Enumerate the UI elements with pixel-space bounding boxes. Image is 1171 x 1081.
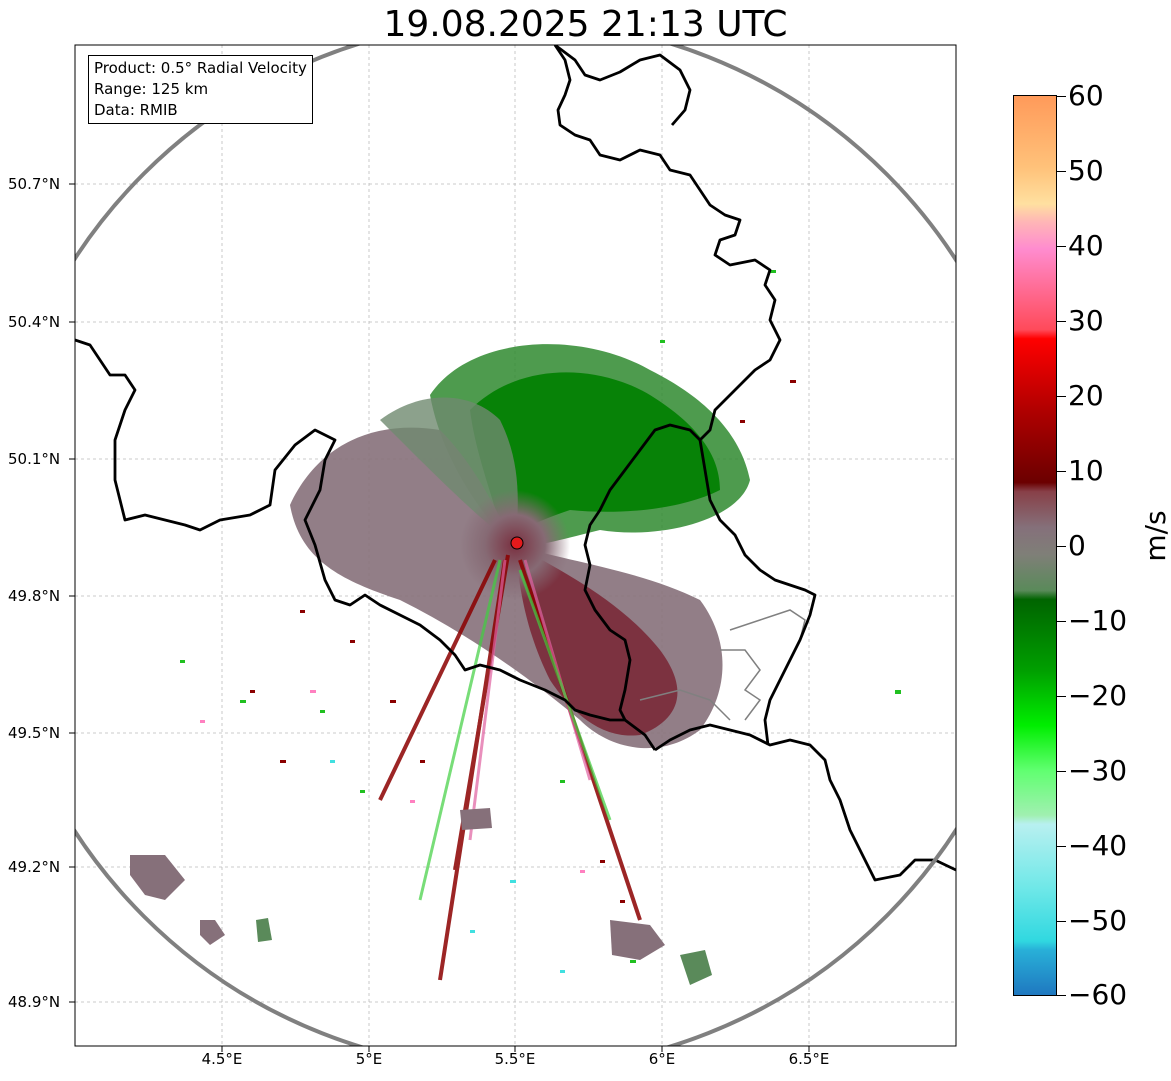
colorbar-tick — [1056, 171, 1066, 172]
colorbar-label: −50 — [1068, 904, 1128, 937]
colorbar-unit-label: m/s — [1139, 510, 1171, 562]
colorbar-label: −40 — [1068, 829, 1128, 862]
colorbar-label: 20 — [1068, 379, 1104, 412]
lat-tick-label: 50.1°N — [8, 450, 61, 468]
colorbar-tick — [1056, 621, 1066, 622]
colorbar-label: 0 — [1068, 529, 1086, 562]
colorbar-tick — [1056, 96, 1066, 97]
colorbar-label: 50 — [1068, 154, 1104, 187]
colorbar-tick — [1056, 771, 1066, 772]
colorbar-label: 60 — [1068, 79, 1104, 112]
minor-borders — [639, 609, 806, 721]
lon-tick-label: 4.5°E — [201, 1050, 243, 1068]
colorbar-label: −30 — [1068, 754, 1128, 787]
radar-site-marker[interactable] — [510, 536, 524, 550]
lon-tick-label: 5.5°E — [494, 1050, 536, 1068]
data-source-label: Data: RMIB — [94, 101, 178, 119]
radar-echo-field — [130, 270, 901, 985]
lon-tick-label: 6°E — [648, 1050, 676, 1068]
lon-tick-label: 6.5°E — [788, 1050, 830, 1068]
colorbar-label: −10 — [1068, 604, 1128, 637]
colorbar-tick — [1056, 546, 1066, 547]
map-title: 19.08.2025 21:13 UTC — [383, 4, 788, 45]
national-borders — [75, 45, 956, 882]
colorbar-label: 30 — [1068, 304, 1104, 337]
product-label: Product: 0.5° Radial Velocity — [94, 59, 307, 77]
colorbar-tick — [1056, 995, 1066, 996]
colorbar-label: −20 — [1068, 679, 1128, 712]
colorbar-tick — [1056, 396, 1066, 397]
lat-tick-label: 49.5°N — [8, 724, 61, 742]
lat-tick-label: 50.7°N — [8, 175, 61, 193]
range-label: Range: 125 km — [94, 80, 209, 98]
lat-tick-label: 49.2°N — [8, 858, 61, 876]
lon-tick-label: 5°E — [355, 1050, 383, 1068]
colorbar-tick — [1056, 471, 1066, 472]
lat-tick-label: 48.9°N — [8, 993, 61, 1011]
lat-tick-label: 50.4°N — [8, 313, 61, 331]
colorbar-tick — [1056, 696, 1066, 697]
colorbar-tick — [1056, 846, 1066, 847]
colorbar-label: −60 — [1068, 978, 1128, 1011]
colorbar-label: 10 — [1068, 454, 1104, 487]
colorbar-tick — [1056, 321, 1066, 322]
colorbar-tick — [1056, 921, 1066, 922]
colorbar — [1013, 95, 1057, 996]
lat-tick-label: 49.8°N — [8, 587, 61, 605]
colorbar-label: 40 — [1068, 229, 1104, 262]
colorbar-tick — [1056, 246, 1066, 247]
info-box: Product: 0.5° Radial Velocity Range: 125… — [88, 55, 313, 124]
